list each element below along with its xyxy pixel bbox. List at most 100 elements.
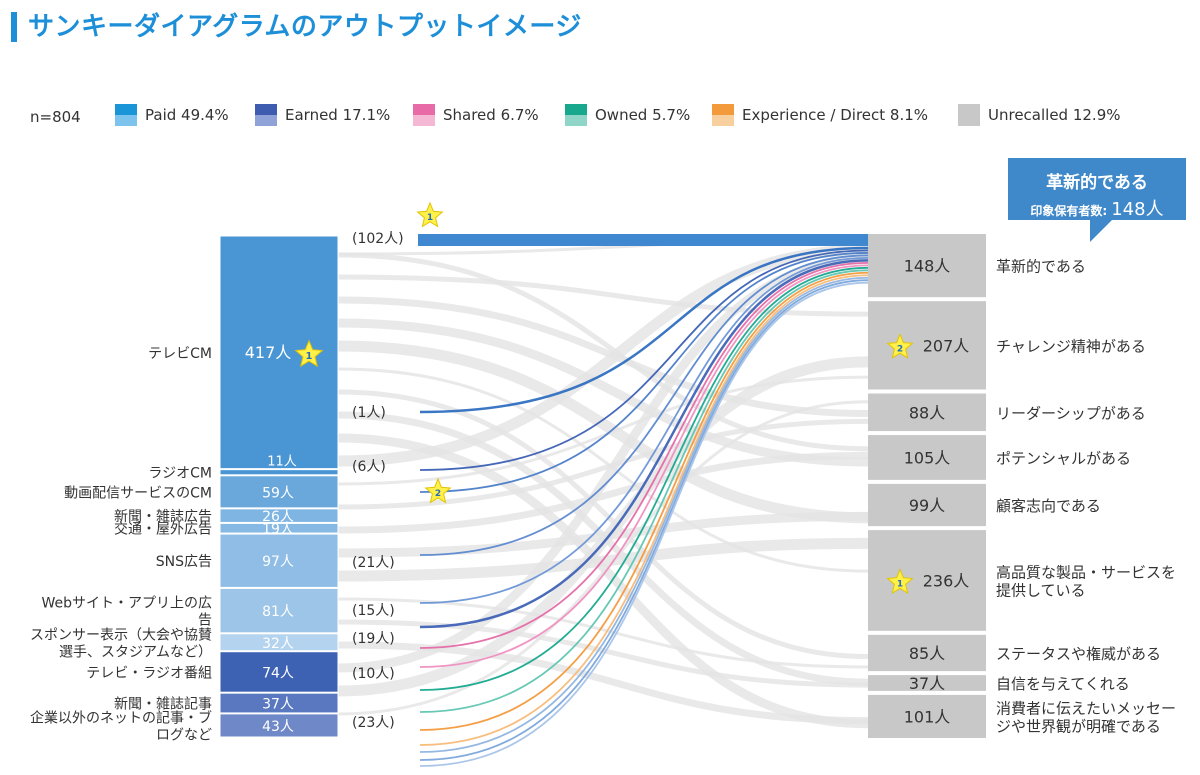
source-value-label: 417人 xyxy=(245,343,292,362)
target-value-label: 148人 xyxy=(904,257,951,276)
source-category-label: 新聞・雑誌広告 xyxy=(114,509,212,525)
target-category-label: チャレンジ精神がある xyxy=(996,337,1146,355)
target-category-label: ポテンシャルがある xyxy=(996,449,1131,467)
highlight-flow xyxy=(419,264,869,668)
highlight-flow xyxy=(419,281,869,767)
target-rank-star xyxy=(886,332,914,359)
background-flow xyxy=(337,255,869,673)
source-value-label: 74人 xyxy=(262,665,294,681)
target-value-label: 88人 xyxy=(909,403,945,422)
source-value-label: 37人 xyxy=(262,697,294,713)
target-value-label: 99人 xyxy=(909,496,945,515)
source-node-bar xyxy=(219,469,339,476)
highlight-flow xyxy=(419,269,869,713)
target-node-bar xyxy=(868,675,986,691)
target-category-label: ステータスや権威がある xyxy=(996,645,1161,663)
source-value-label: 97人 xyxy=(262,554,294,570)
flow-annotation-label: (102人) xyxy=(352,231,404,247)
target-category-label: 提供している xyxy=(996,581,1086,599)
source-category-label: 告 xyxy=(198,613,212,629)
source-value-label: 11人 xyxy=(267,455,297,470)
legend-label: Unrecalled 12.9% xyxy=(988,106,1121,124)
target-rank-star-number: 2 xyxy=(897,344,903,354)
highlight-callout: 革新的である 印象保有者数: 148人 xyxy=(1008,158,1186,220)
legend-label: Shared 6.7% xyxy=(443,106,539,124)
legend-swatch xyxy=(565,104,587,126)
target-value-label: 101人 xyxy=(904,707,951,726)
target-value-label: 236人 xyxy=(923,571,970,590)
background-flow xyxy=(337,451,869,534)
source-value-label: 81人 xyxy=(262,604,294,620)
source-node-bar xyxy=(219,522,339,534)
callout-subtitle: 印象保有者数: 148人 xyxy=(1008,195,1186,221)
highlight-flow xyxy=(419,276,869,753)
target-node-bar xyxy=(868,694,986,738)
source-category-label: SNS広告 xyxy=(156,554,212,570)
target-value-label: 105人 xyxy=(904,448,951,467)
flow-annotation-label: (23人) xyxy=(352,715,395,731)
highlight-flow xyxy=(419,249,869,471)
highlight-flow xyxy=(419,254,869,556)
callout-pointer xyxy=(1090,220,1112,242)
target-node-bar xyxy=(868,530,986,631)
callout-value: 148人 xyxy=(1111,199,1164,220)
highlight-flow xyxy=(419,252,869,493)
target-node-bar xyxy=(868,234,986,298)
title-accent-bar xyxy=(11,12,17,42)
legend-item-2: Shared 6.7% xyxy=(413,104,539,126)
target-value-label: 85人 xyxy=(909,644,945,663)
legend-swatch xyxy=(413,104,435,126)
target-value-label: 37人 xyxy=(909,674,945,693)
flow-rank-star-number: 1 xyxy=(427,213,433,223)
background-flow xyxy=(337,252,869,452)
flow-annotation-label: (1人) xyxy=(352,405,386,421)
target-node-bar xyxy=(868,634,986,672)
legend-label: Owned 5.7% xyxy=(595,106,691,124)
source-category-label: 交通・屋外広告 xyxy=(114,521,212,538)
source-node-bar xyxy=(219,533,339,588)
page-title: サンキーダイアグラムのアウトプットイメージ xyxy=(28,12,582,42)
source-category-label: 新聞・雑誌記事 xyxy=(114,696,212,713)
background-flow xyxy=(337,318,869,467)
legend-swatch xyxy=(958,104,980,126)
target-rank-star xyxy=(886,568,914,595)
legend-item-1: Earned 17.1% xyxy=(255,104,390,126)
legend-label: Paid 49.4% xyxy=(145,106,229,124)
legend-swatch xyxy=(255,104,277,126)
flow-annotation-label: (10人) xyxy=(352,666,395,682)
target-category-label: 革新的である xyxy=(996,258,1086,276)
target-node-bar xyxy=(868,435,986,480)
source-category-label: 選手、スタジアムなど） xyxy=(59,644,212,660)
legend: n=804 Paid 49.4% Earned 17.1% Shared 6.7% O… xyxy=(0,104,1200,134)
legend-swatch xyxy=(712,104,734,126)
target-category-label: リーダーシップがある xyxy=(996,404,1146,422)
source-value-label: 32人 xyxy=(262,636,294,652)
target-node-bar xyxy=(868,301,986,390)
source-node-bar xyxy=(219,508,339,523)
source-node-bar xyxy=(219,651,339,693)
highlight-flow xyxy=(419,261,869,649)
top-flow-102 xyxy=(418,234,868,246)
flow-annotation-label: (19人) xyxy=(352,631,395,647)
target-category-label: ジや世界観が明確である xyxy=(996,717,1161,735)
target-rank-star-number: 1 xyxy=(897,579,903,589)
callout-title: 革新的である xyxy=(1046,173,1148,193)
source-node-bar xyxy=(219,475,339,509)
legend-item-0: Paid 49.4% xyxy=(115,104,229,126)
source-value-label: 43人 xyxy=(262,719,294,735)
flow-annotation-label: (15人) xyxy=(352,603,395,619)
target-value-label: 207人 xyxy=(923,336,970,355)
highlight-flow xyxy=(419,259,869,629)
target-category-label: 消費者に伝えたいメッセー xyxy=(996,699,1176,717)
target-category-label: 顧客志向である xyxy=(996,497,1101,515)
source-category-label: ラジオCM xyxy=(148,466,212,482)
highlight-flow xyxy=(419,246,869,414)
source-category-label: ログなど xyxy=(156,727,212,743)
flow-annotation-label: (6人) xyxy=(352,459,386,475)
source-rank-star-number: 1 xyxy=(306,351,313,362)
source-node-bar xyxy=(219,713,339,738)
legend-item-4: Experience / Direct 8.1% xyxy=(712,104,928,126)
source-node-bar xyxy=(219,633,339,652)
source-category-label: スポンサー表示（大会や協賛 xyxy=(30,627,212,643)
